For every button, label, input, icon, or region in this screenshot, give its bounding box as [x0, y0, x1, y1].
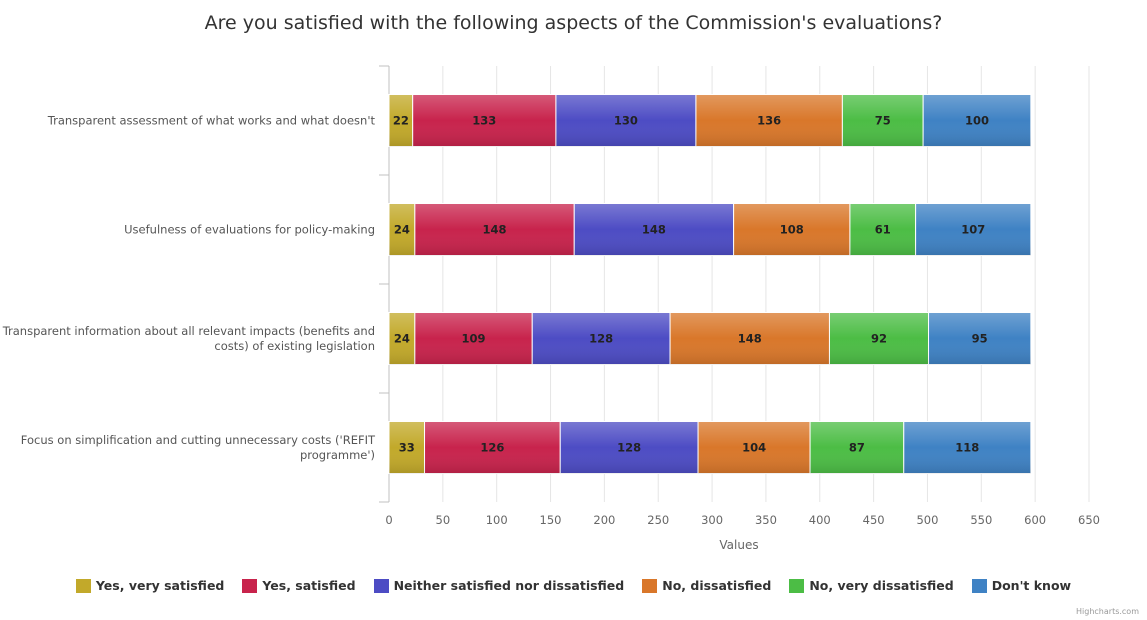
data-label: 95 [972, 332, 988, 346]
legend-swatch [642, 578, 658, 593]
data-label: 61 [875, 223, 891, 237]
legend: Yes, very satisfied Yes, satisfied Neither… [0, 578, 1147, 593]
x-tick-label: 200 [593, 513, 615, 527]
category-label: Focus on simplification and cutting unne… [21, 433, 376, 447]
bar-segment-shade [698, 421, 811, 474]
bar-segment-shade [849, 203, 916, 256]
bar-segment-shade [389, 203, 415, 256]
x-tick-label: 650 [1078, 513, 1100, 527]
bar-segment-shade [829, 312, 929, 365]
legend-item[interactable]: No, dissatisfied [642, 578, 771, 593]
bar-segment-shade [695, 94, 843, 147]
data-label: 148 [642, 223, 666, 237]
data-labels: 22 133 130 136 75 100 24 148 148 108 61 107 24 109 128… [393, 114, 989, 455]
data-label: 128 [617, 441, 641, 455]
data-label: 126 [480, 441, 504, 455]
legend-swatch [971, 578, 987, 593]
data-label: 108 [780, 223, 804, 237]
bar-segment-shade [903, 421, 1031, 474]
chart-title: Are you satisfied with the following asp… [204, 12, 943, 34]
bar-segment-shade [574, 203, 734, 256]
data-label: 22 [393, 114, 409, 128]
data-label: 148 [483, 223, 507, 237]
x-tick-label: 150 [540, 513, 562, 527]
category-label: costs) of existing legislation [214, 339, 375, 353]
legend-label: No, dissatisfied [662, 578, 772, 593]
data-label: 104 [742, 441, 766, 455]
x-tick-label: 500 [916, 513, 938, 527]
bar-segment-shade [555, 94, 696, 147]
bar-segment-shade [915, 203, 1031, 256]
legend-item[interactable]: Don't know [971, 578, 1072, 593]
bar-segment-shade [389, 421, 425, 474]
x-tick-label: 250 [647, 513, 669, 527]
legend-swatch [242, 578, 258, 593]
x-tick-label: 600 [1024, 513, 1046, 527]
axes: 0 50 100 150 200 250 300 350 400 450 500 550 600 650 V… [2, 65, 1100, 552]
x-tick-label: 450 [863, 513, 885, 527]
bar-segment-shade [670, 312, 830, 365]
category-label: Transparent information about all releva… [2, 324, 375, 338]
category-label: Usefulness of evaluations for policy-mak… [124, 223, 375, 237]
bar-segment-shade [532, 312, 671, 365]
legend-label: Yes, very satisfied [95, 578, 225, 593]
bar-segment-shade [928, 312, 1031, 365]
legend-label: Neither satisfied nor dissatisfied [393, 578, 625, 593]
x-tick-label: 550 [970, 513, 992, 527]
data-label: 107 [961, 223, 985, 237]
legend-item[interactable]: Yes, satisfied [242, 578, 356, 593]
data-label: 109 [462, 332, 486, 346]
data-label: 75 [875, 114, 891, 128]
bar-segment-shade [389, 312, 415, 365]
bar-segment-shade [389, 94, 413, 147]
legend-item[interactable]: Yes, very satisfied [75, 578, 225, 593]
data-label: 136 [757, 114, 781, 128]
x-tick-label: 400 [809, 513, 831, 527]
category-label: Transparent assessment of what works and… [47, 114, 376, 128]
x-tick-label: 350 [755, 513, 777, 527]
data-label: 24 [394, 223, 410, 237]
x-axis-title: Values [719, 538, 758, 552]
credits-text[interactable]: Highcharts.com [1076, 607, 1139, 616]
data-label: 130 [614, 114, 638, 128]
bar-segment-shade [560, 421, 699, 474]
bar-segment-shade [412, 94, 556, 147]
data-label: 118 [955, 441, 979, 455]
legend-item[interactable]: Neither satisfied nor dissatisfied [373, 578, 625, 593]
data-label: 100 [965, 114, 989, 128]
legend-swatch [75, 578, 91, 593]
x-tick-label: 50 [436, 513, 451, 527]
data-label: 148 [738, 332, 762, 346]
x-tick-label: 100 [486, 513, 508, 527]
data-label: 24 [394, 332, 410, 346]
legend-label: Don't know [991, 578, 1072, 593]
legend-item[interactable]: No, very dissatisfied [789, 578, 954, 593]
bar-segment-shade [414, 312, 533, 365]
bars [388, 94, 1032, 474]
data-label: 128 [589, 332, 613, 346]
legend-label: No, very dissatisfied [809, 578, 954, 593]
x-tick-label: 300 [701, 513, 723, 527]
bar-segment-shade [842, 94, 924, 147]
bar-segment-shade [923, 94, 1031, 147]
legend-label: Yes, satisfied [262, 578, 356, 593]
legend-swatch [789, 578, 805, 593]
data-label: 33 [399, 441, 415, 455]
bar-segment-shade [810, 421, 904, 474]
bar-segment-shade [733, 203, 850, 256]
data-label: 92 [871, 332, 887, 346]
bar-segment-shade [414, 203, 575, 256]
data-label: 87 [849, 441, 865, 455]
x-tick-label: 0 [385, 513, 392, 527]
category-label: programme') [300, 448, 375, 462]
bar-segment-shade [424, 421, 561, 474]
data-label: 133 [472, 114, 496, 128]
legend-swatch [373, 578, 389, 593]
